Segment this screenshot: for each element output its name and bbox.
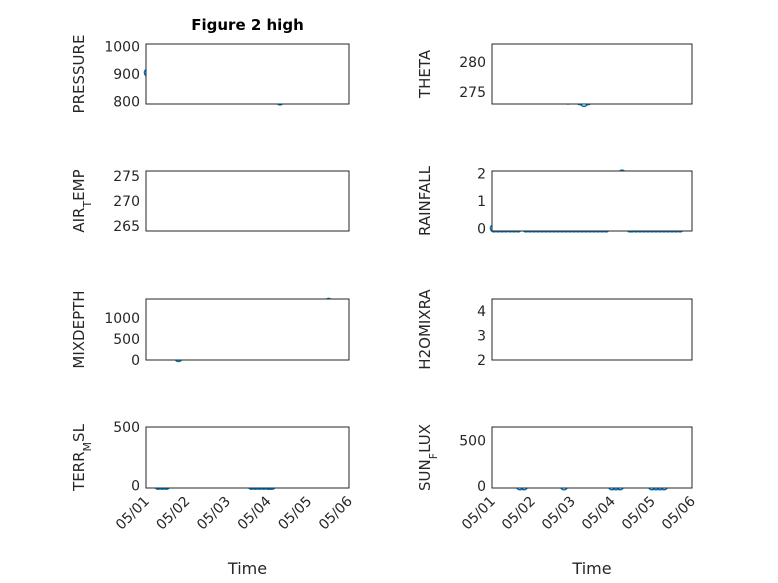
subplot-1: 800 900 1000 PRESSURE Figure 2 high [70, 16, 350, 114]
y-tick-label: 0 [477, 221, 486, 237]
axes-frame [145, 43, 350, 105]
subplot-4: 0 1 2 RAINFALL [416, 165, 693, 237]
axes-frame [145, 426, 350, 489]
axes-frame [145, 170, 350, 232]
y-tick-label: 800 [113, 94, 140, 110]
subplot-7: 0 500 05/01 05/02 05/03 05/04 05/05 05/06 TERRMS… [70, 420, 356, 578]
x-tick-label: 05/02 [154, 494, 194, 534]
x-axis-label: Time [227, 559, 267, 578]
subplot-5: 0 500 1000 MIXDEPTH [70, 290, 350, 369]
y-tick-label: 0 [131, 479, 140, 495]
x-tick-label: 05/04 [235, 493, 275, 533]
y-tick-label: 275 [459, 85, 486, 101]
y-tick-label: 500 [113, 332, 140, 348]
x-tick-label: 05/01 [459, 494, 499, 534]
y-axis-label: THETA [416, 49, 434, 99]
y-tick-label: 1 [477, 194, 486, 210]
y-tick-label: 265 [113, 219, 140, 235]
subplot-3: 265 270 275 AIRTEMP [70, 169, 350, 235]
x-tick-label: 05/04 [579, 493, 619, 533]
y-tick-label: 0 [477, 479, 486, 495]
x-tick-label: 05/03 [194, 494, 234, 534]
y-tick-label: 500 [113, 420, 140, 436]
chart-title: Figure 2 high [191, 16, 304, 34]
subplot-8: 0 500 05/01 05/02 05/03 05/04 05/05 05/06 SUNFLU… [416, 424, 699, 578]
x-tick-label: 05/06 [659, 493, 699, 533]
x-tick-label: 05/03 [539, 494, 579, 534]
y-tick-label: 280 [459, 55, 486, 71]
y-tick-label: 1000 [104, 40, 140, 56]
y-axis-label: MIXDEPTH [70, 290, 88, 368]
x-tick-label: 05/02 [499, 494, 539, 534]
y-tick-label: 3 [477, 329, 486, 345]
y-tick-label: 275 [113, 169, 140, 185]
y-tick-label: 1000 [104, 311, 140, 327]
axes-frame [491, 43, 693, 105]
y-tick-label: 4 [477, 304, 486, 320]
axes-frame [491, 170, 693, 232]
y-tick-label: 900 [113, 67, 140, 83]
axes-frame [491, 426, 693, 489]
y-tick-label: 2 [477, 167, 486, 183]
y-tick-label: 2 [477, 353, 486, 369]
y-tick-label: 0 [131, 353, 140, 369]
axes-frame [145, 298, 350, 361]
y-axis-label: AIRTEMP [70, 169, 94, 232]
y-axis-label: H2OMIXRA [416, 289, 434, 370]
y-axis-label: RAINFALL [416, 165, 434, 236]
y-axis-label: TERRMSL [70, 423, 94, 492]
y-tick-label: 500 [459, 434, 486, 450]
subplot-2: 275 280 THETA [416, 43, 693, 108]
subplot-6: 2 3 4 H2OMIXRA [416, 289, 693, 370]
x-tick-label: 05/06 [316, 493, 356, 533]
y-axis-label: SUNFLUX [416, 424, 440, 491]
y-axis-label: PRESSURE [70, 35, 88, 114]
x-tick-label: 05/05 [275, 494, 315, 534]
y-tick-label: 270 [113, 194, 140, 210]
x-tick-label: 05/01 [113, 494, 153, 534]
x-axis-label: Time [571, 559, 611, 578]
x-tick-label: 05/05 [619, 494, 659, 534]
axes-frame [491, 298, 693, 361]
